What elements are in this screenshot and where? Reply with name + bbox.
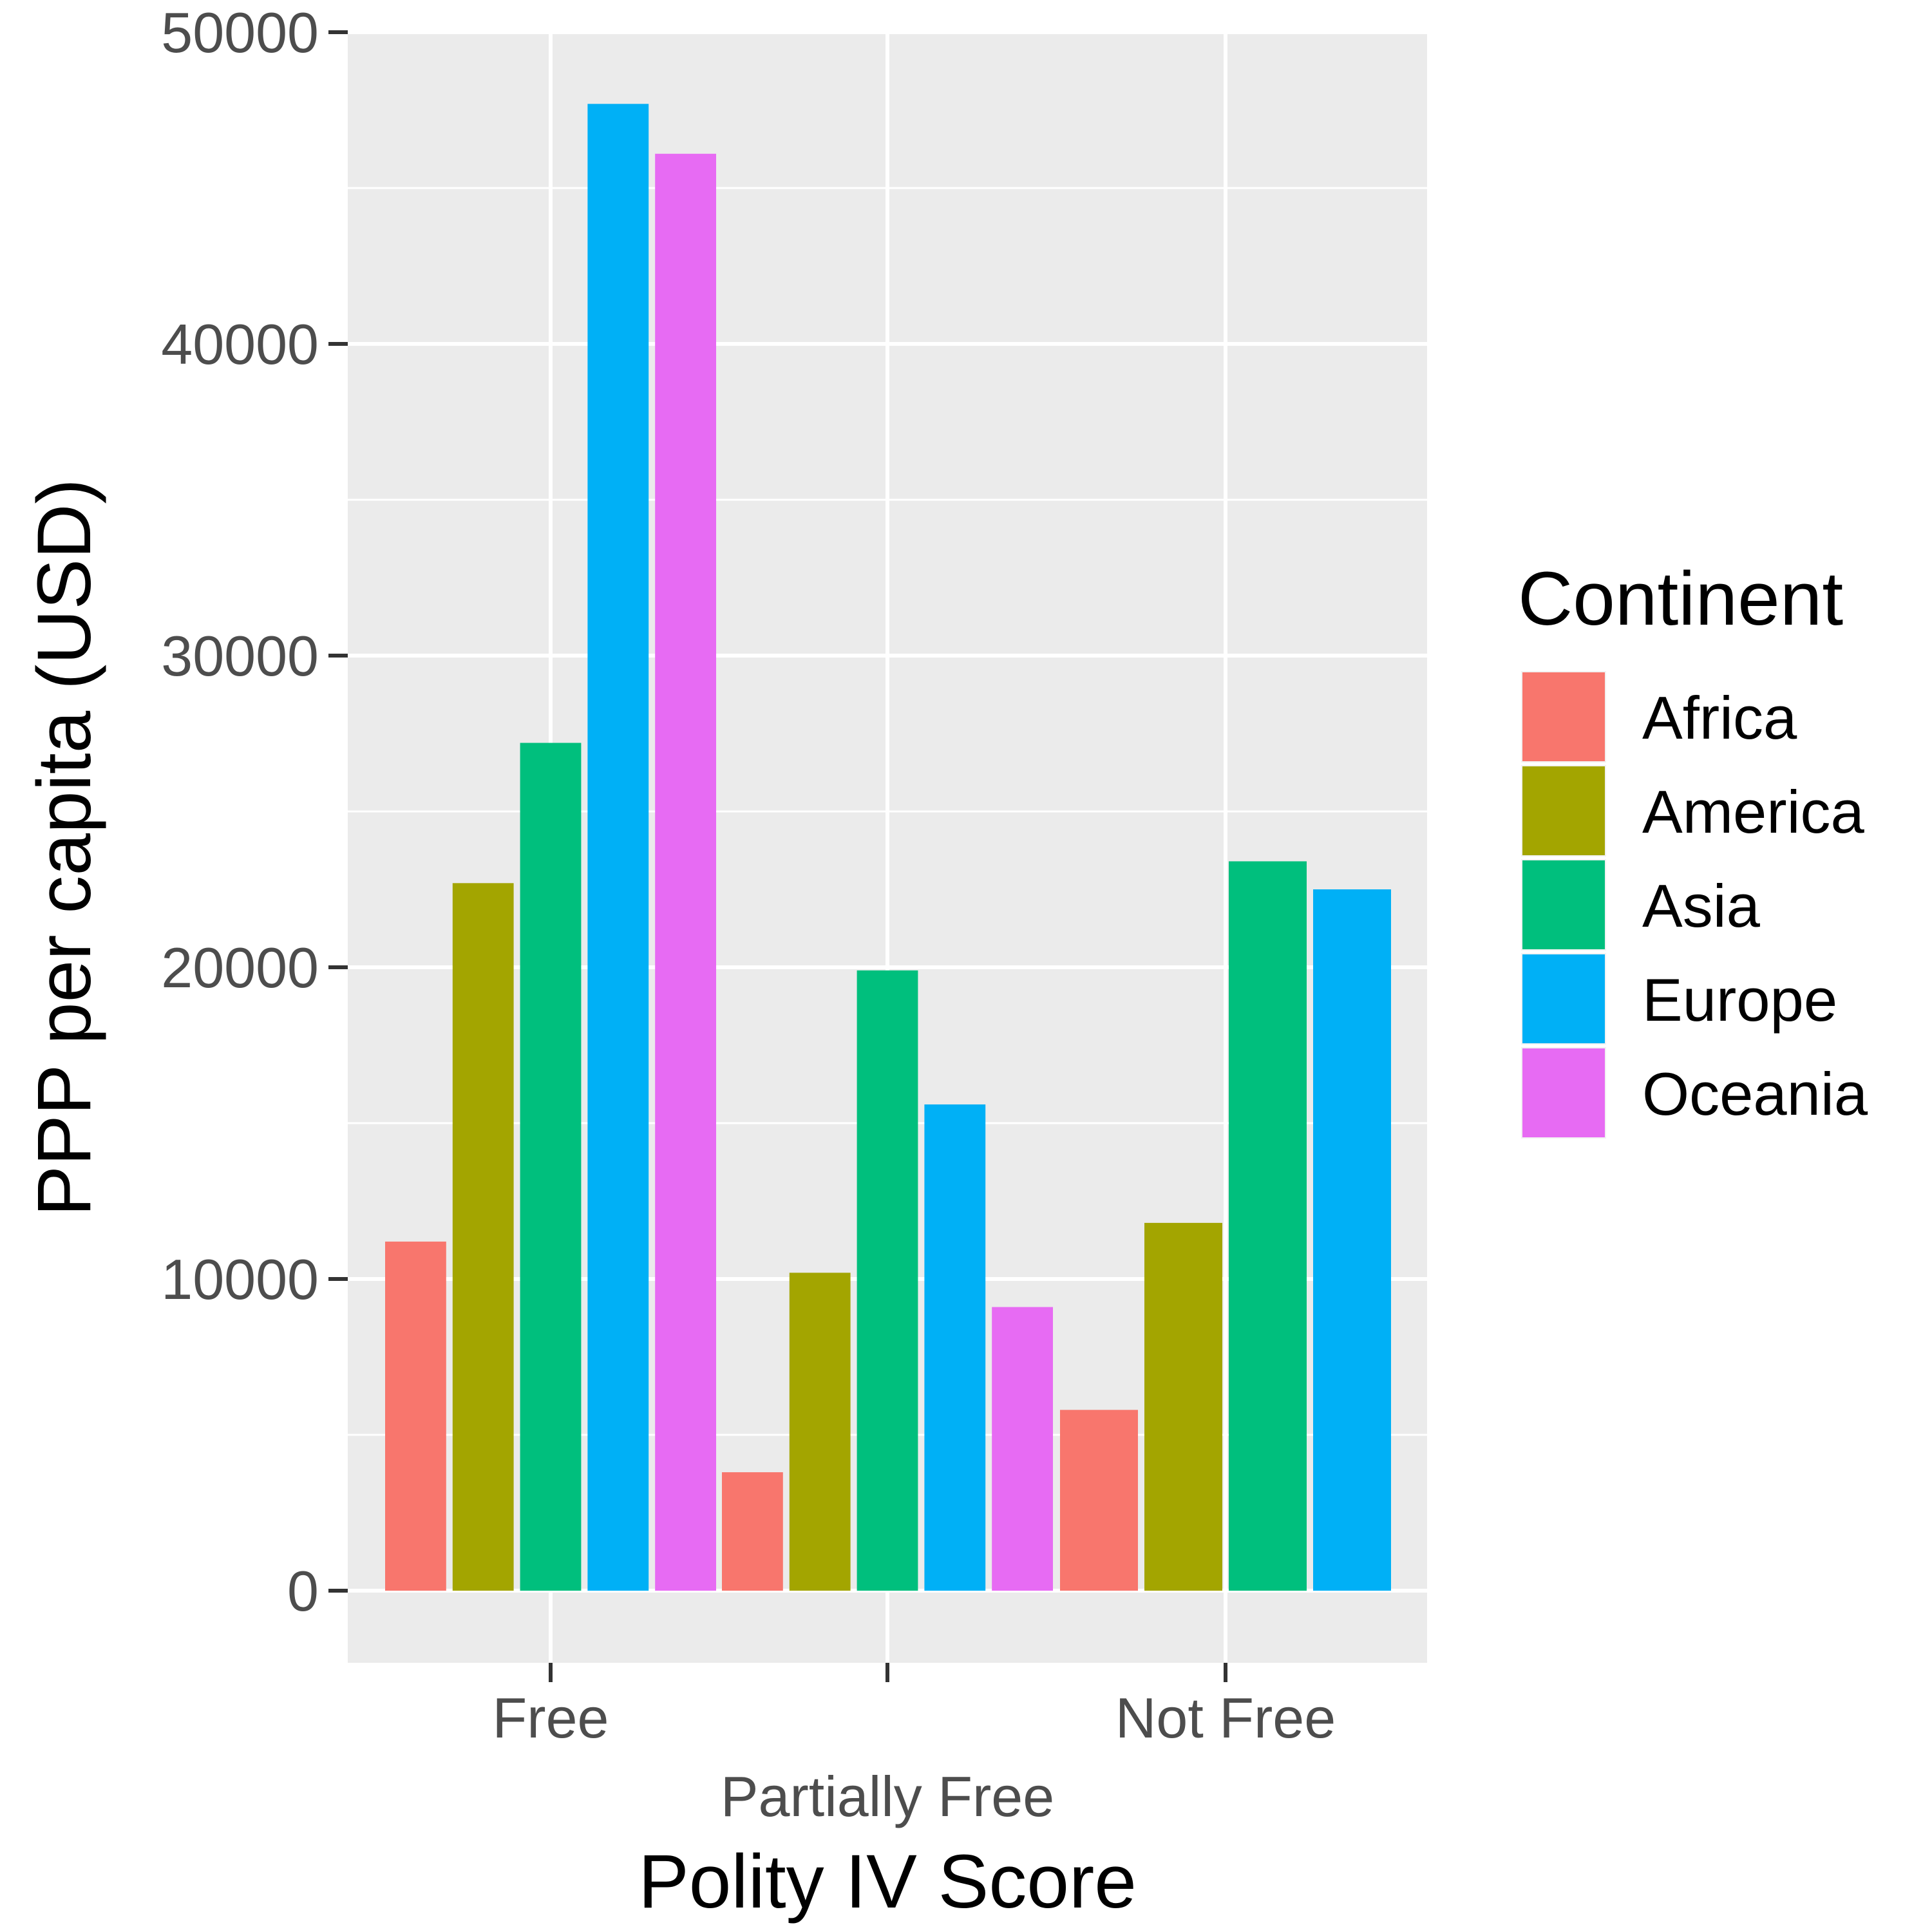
bar-oceania-free bbox=[655, 153, 716, 1591]
y-axis: 0 10000 20000 30000 40000 50000 bbox=[161, 1, 348, 1623]
y-axis-title: PPP per capita (USD) bbox=[22, 478, 107, 1217]
y-tick-label: 10000 bbox=[161, 1247, 319, 1311]
bar-asia-not-free bbox=[1229, 861, 1307, 1591]
legend-label: Africa bbox=[1642, 684, 1797, 752]
bar-asia-free bbox=[520, 743, 582, 1591]
legend-label: Asia bbox=[1642, 872, 1761, 940]
x-tick-label: Not Free bbox=[1115, 1686, 1336, 1750]
y-tick-label: 20000 bbox=[161, 936, 319, 999]
bar-europe-partially-free bbox=[924, 1104, 986, 1591]
bar-europe-free bbox=[587, 104, 649, 1591]
bar-asia-partially-free bbox=[857, 970, 918, 1591]
bar-africa-not-free bbox=[1060, 1410, 1138, 1591]
legend-label: Europe bbox=[1642, 966, 1837, 1034]
x-axis-title: Polity IV Score bbox=[638, 1839, 1137, 1924]
x-tick-label: Free bbox=[493, 1686, 609, 1750]
bars bbox=[385, 104, 1391, 1591]
bar-europe-not-free bbox=[1313, 889, 1391, 1591]
x-tick-label: Partially Free bbox=[721, 1765, 1054, 1828]
legend-title: Continent bbox=[1518, 556, 1843, 641]
y-tick-label: 0 bbox=[287, 1559, 319, 1623]
y-tick-label: 30000 bbox=[161, 624, 319, 688]
legend: Continent Africa America Asia Europe Oceania bbox=[1518, 556, 1868, 1141]
bar-america-not-free bbox=[1144, 1222, 1222, 1591]
legend-swatch-oceania bbox=[1522, 1048, 1605, 1137]
x-axis: Free Partially Free Not Free bbox=[493, 1663, 1336, 1828]
bar-america-free bbox=[452, 883, 514, 1591]
bar-africa-free bbox=[385, 1241, 446, 1591]
legend-swatch-africa bbox=[1522, 672, 1605, 761]
y-tick-label: 50000 bbox=[161, 1, 319, 64]
bar-america-partially-free bbox=[789, 1273, 851, 1591]
legend-label: America bbox=[1642, 778, 1864, 846]
y-tick-label: 40000 bbox=[161, 312, 319, 376]
legend-swatch-america bbox=[1522, 766, 1605, 855]
legend-swatch-asia bbox=[1522, 860, 1605, 949]
bar-africa-partially-free bbox=[722, 1472, 783, 1591]
legend-label: Oceania bbox=[1642, 1060, 1868, 1128]
legend-swatch-europe bbox=[1522, 954, 1605, 1043]
bar-oceania-partially-free bbox=[992, 1307, 1053, 1591]
